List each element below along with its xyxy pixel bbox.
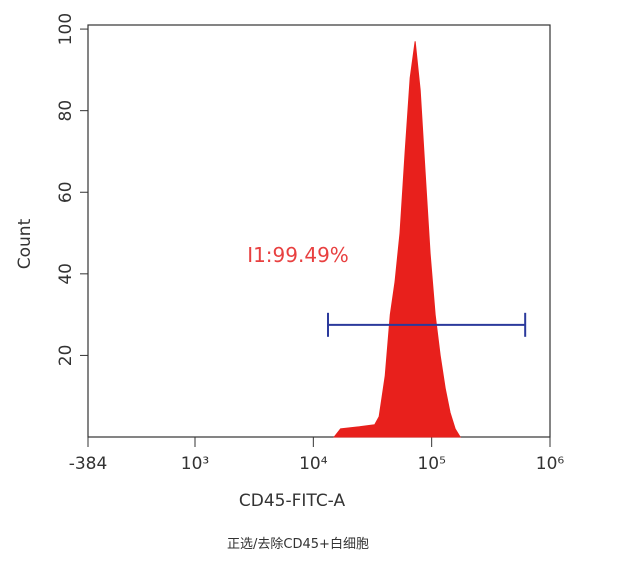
gate-label: I1:99.49% <box>247 243 349 267</box>
y-axis-label: Count <box>15 218 35 269</box>
plot-frame <box>87 24 551 438</box>
y-tick-label: 40 <box>56 263 76 285</box>
y-tick-label: 100 <box>56 13 76 45</box>
x-tick-label: 10⁵ <box>417 454 445 474</box>
x-tick-label: 10³ <box>181 454 209 474</box>
x-axis-label: CD45-FITC-A <box>239 491 346 511</box>
x-tick-label: 10⁴ <box>299 454 328 474</box>
y-tick-label: 20 <box>56 345 76 367</box>
x-tick-label: -384 <box>69 454 108 474</box>
histogram-area <box>333 41 462 438</box>
caption: 正选/去除CD45+白细胞 <box>227 536 369 552</box>
y-tick-label: 80 <box>56 100 76 122</box>
y-tick-label: 60 <box>56 181 76 203</box>
x-tick-label: 10⁶ <box>536 454 565 474</box>
